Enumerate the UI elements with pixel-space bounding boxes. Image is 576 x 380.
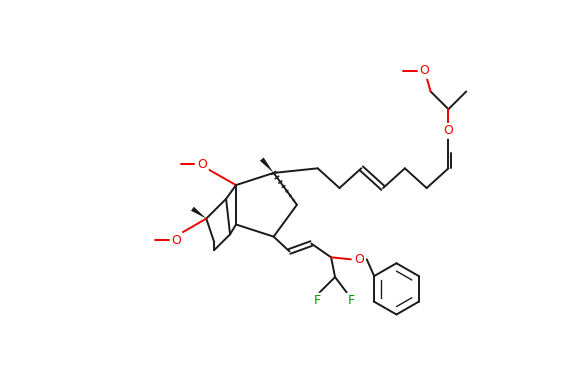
Text: F: F bbox=[347, 294, 354, 307]
Text: O: O bbox=[198, 158, 207, 171]
Polygon shape bbox=[191, 207, 206, 218]
Text: O: O bbox=[420, 64, 430, 77]
Text: O: O bbox=[172, 234, 181, 247]
Text: O: O bbox=[444, 124, 453, 138]
Text: F: F bbox=[314, 294, 321, 307]
Polygon shape bbox=[260, 158, 274, 173]
Text: O: O bbox=[354, 253, 364, 266]
